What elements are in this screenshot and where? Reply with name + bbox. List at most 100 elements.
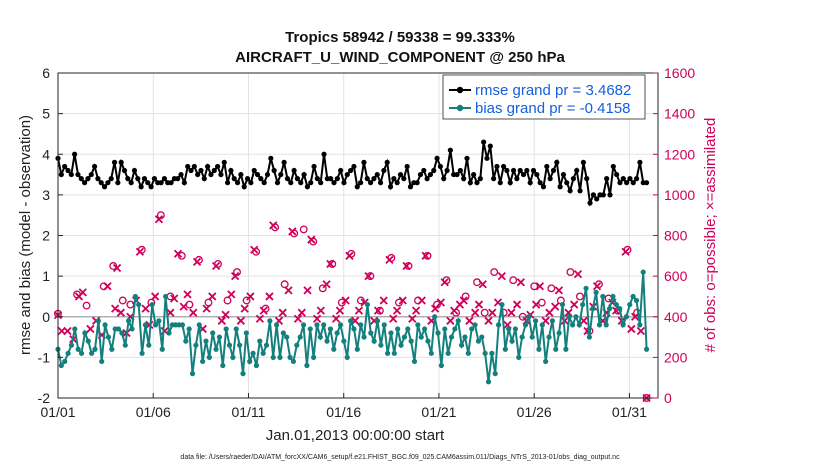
rmse-point	[211, 167, 217, 174]
obs-possible-marker	[473, 278, 481, 287]
obs-assimilated-marker	[231, 271, 240, 281]
bias-point	[364, 301, 371, 308]
obs-assimilated-stroke	[398, 296, 407, 305]
obs-possible-marker	[204, 298, 213, 307]
obs-assimilated-marker	[246, 292, 255, 301]
bias-point	[226, 342, 233, 348]
bias-point	[72, 326, 78, 332]
bias-point	[472, 322, 478, 328]
legend: rmse grand pr = 3.4682 bias grand pr = -…	[442, 74, 646, 120]
bias-point	[606, 306, 613, 312]
rmse-point	[158, 180, 164, 186]
bias-point	[512, 326, 519, 332]
rmse-point	[281, 159, 287, 165]
obs-assimilated-marker	[63, 326, 72, 336]
rmse-point	[115, 180, 121, 186]
obs-assimilated-stroke	[322, 280, 331, 289]
bias-point	[381, 322, 387, 328]
rmse-point	[72, 151, 78, 157]
rmse-point	[231, 176, 237, 182]
obs-assimilated-marker	[478, 280, 487, 289]
obs-assimilated-marker	[408, 314, 417, 323]
rmse-point	[544, 163, 550, 170]
obs-assimilated-marker	[145, 320, 154, 330]
obs-assimilated-stroke	[484, 316, 493, 325]
obs-assimilated-marker	[531, 300, 541, 309]
obs-assimilated-stroke	[436, 298, 445, 307]
obs-possible-marker	[118, 296, 127, 305]
bias-point	[361, 334, 367, 340]
obs-assimilated-marker	[621, 247, 630, 256]
obs-assimilated-marker	[392, 306, 402, 315]
rmse-point	[111, 159, 118, 165]
rmse-point	[587, 200, 593, 206]
bias-point	[206, 354, 212, 360]
obs-assimilated-stroke	[331, 314, 341, 323]
rmse-point	[627, 176, 633, 182]
obs-assimilated-stroke	[341, 296, 350, 305]
rmse-point	[198, 167, 204, 174]
rmse-point	[251, 167, 257, 174]
rmse-point	[384, 159, 390, 165]
obs-assimilated-marker	[431, 304, 440, 313]
y-right-tick-label: 1400	[664, 106, 695, 122]
obs-assimilated-stroke	[116, 308, 125, 317]
bias-point	[358, 322, 364, 328]
bias-point	[617, 306, 623, 312]
obs-possible-marker	[280, 280, 289, 289]
obs-assimilated-stroke	[240, 304, 249, 313]
bias-point	[482, 350, 488, 356]
bias-point	[536, 346, 542, 352]
bias-point	[216, 334, 223, 340]
rmse-point	[434, 155, 440, 161]
obs-assimilated-stroke	[360, 298, 369, 307]
obs-assimilated-marker	[379, 296, 388, 305]
y-tick-label: 2	[42, 228, 50, 244]
bias-point	[485, 379, 492, 385]
obs-assimilated-marker	[484, 316, 493, 325]
bias-point	[183, 338, 189, 344]
obs-assimilated-stroke	[627, 324, 636, 334]
rmse-point	[454, 171, 460, 178]
obs-assimilated-stroke	[236, 316, 245, 325]
rmse-point	[554, 159, 560, 165]
bias-point	[603, 322, 609, 328]
bias-point	[250, 350, 256, 356]
rmse-point	[484, 155, 490, 161]
bias-point	[543, 358, 549, 365]
y-right-tick-label: 600	[664, 268, 688, 284]
rmse-point	[404, 163, 410, 170]
obs-assimilated-stroke	[379, 296, 388, 305]
y-tick-label: 4	[42, 146, 50, 162]
rmse-point	[537, 180, 543, 186]
obs-assimilated-marker	[284, 286, 293, 295]
rmse-point	[221, 159, 227, 165]
obs-assimilated-stroke	[551, 302, 560, 311]
rmse-point	[334, 176, 340, 182]
rmse-point	[141, 176, 148, 182]
obs-assimilated-stroke	[385, 255, 394, 265]
bias-point	[391, 350, 397, 356]
bias-point	[284, 334, 290, 340]
bias-point	[253, 362, 260, 369]
obs-assimilated-stroke	[227, 290, 236, 299]
bias-point	[549, 318, 556, 324]
bias-point	[590, 306, 596, 312]
bias-point	[438, 362, 445, 369]
obs-assimilated-marker	[535, 282, 545, 291]
rmse-point	[261, 180, 267, 186]
rmse-point	[424, 176, 430, 182]
rmse-point	[58, 171, 64, 178]
rmse-point	[125, 176, 131, 182]
bias-point	[115, 326, 122, 332]
obs-assimilated-stroke	[573, 269, 583, 279]
obs-assimilated-marker	[259, 306, 268, 315]
obs-assimilated-stroke	[154, 215, 164, 224]
obs-assimilated-marker	[627, 324, 636, 334]
obs-assimilated-stroke	[284, 286, 293, 295]
rmse-point	[577, 188, 583, 194]
obs-assimilated-marker	[86, 324, 95, 334]
obs-assimilated-stroke	[474, 300, 484, 309]
legend-bias-label: bias grand pr = -0.4158	[475, 100, 631, 117]
